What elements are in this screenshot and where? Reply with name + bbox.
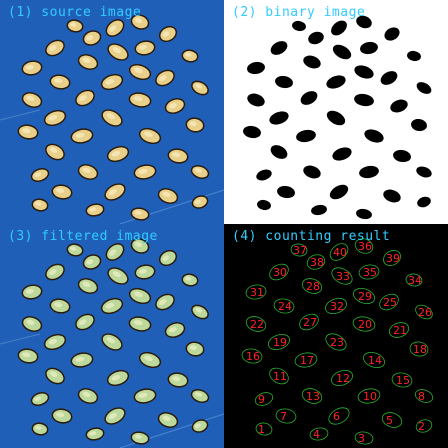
count-label: 29 xyxy=(358,290,372,303)
count-label: 16 xyxy=(246,350,260,363)
count-label: 23 xyxy=(330,336,344,349)
count-label: 22 xyxy=(250,318,264,331)
counting-result-image: 40 3638373933 3530342831 29 2524 32 2622 27 20 21… xyxy=(224,224,448,448)
binary-image xyxy=(224,0,448,224)
count-label: 31 xyxy=(250,286,264,299)
counting-result-panel: 40 36 38 37 39 33 35 30 34 28 31 29 25 24 32 26 22 27 20 21… xyxy=(224,224,448,448)
count-label: 7 xyxy=(280,410,287,423)
count-label: 14 xyxy=(368,354,382,367)
count-label: 5 xyxy=(386,414,393,427)
count-label: 1 xyxy=(258,423,265,436)
count-label: 2 xyxy=(418,420,425,433)
count-label: 21 xyxy=(393,324,407,337)
filtered-image-caption: (3) filtered image xyxy=(8,229,158,244)
count-label: 25 xyxy=(383,296,397,309)
count-label: 37 xyxy=(293,244,307,257)
count-label: 10 xyxy=(363,390,377,403)
count-label: 11 xyxy=(273,370,287,383)
count-label: 17 xyxy=(300,354,314,367)
count-label: 4 xyxy=(313,428,320,441)
count-label: 6 xyxy=(333,410,340,423)
source-image-panel: (1) source image xyxy=(0,0,224,224)
count-label: 33 xyxy=(336,270,350,283)
count-label: 40 xyxy=(333,246,347,259)
count-label: 38 xyxy=(310,256,324,269)
filtered-image-panel: (3) filtered image xyxy=(0,224,224,448)
count-label: 34 xyxy=(408,274,422,287)
count-label: 27 xyxy=(303,316,317,329)
count-label: 15 xyxy=(396,374,410,387)
count-label: 19 xyxy=(273,336,287,349)
binary-image-caption: (2) binary image xyxy=(232,5,365,20)
filtered-image xyxy=(0,224,224,448)
count-label: 13 xyxy=(306,390,320,403)
count-label: 8 xyxy=(418,390,425,403)
count-label: 20 xyxy=(358,318,372,331)
count-label: 26 xyxy=(418,306,432,319)
count-label: 32 xyxy=(330,300,344,313)
binary-image-panel: (2) binary image xyxy=(224,0,448,224)
count-label: 9 xyxy=(258,393,265,406)
count-label: 30 xyxy=(273,266,287,279)
count-label: 12 xyxy=(336,372,350,385)
count-label: 39 xyxy=(386,252,400,265)
count-label: 35 xyxy=(363,266,377,279)
count-label: 24 xyxy=(278,300,292,313)
count-label: 18 xyxy=(413,343,427,356)
count-label: 3 xyxy=(358,432,365,445)
source-image xyxy=(0,0,224,224)
count-label: 28 xyxy=(306,280,320,293)
counting-result-caption: (4) counting result xyxy=(232,229,390,244)
source-image-caption: (1) source image xyxy=(8,5,141,20)
